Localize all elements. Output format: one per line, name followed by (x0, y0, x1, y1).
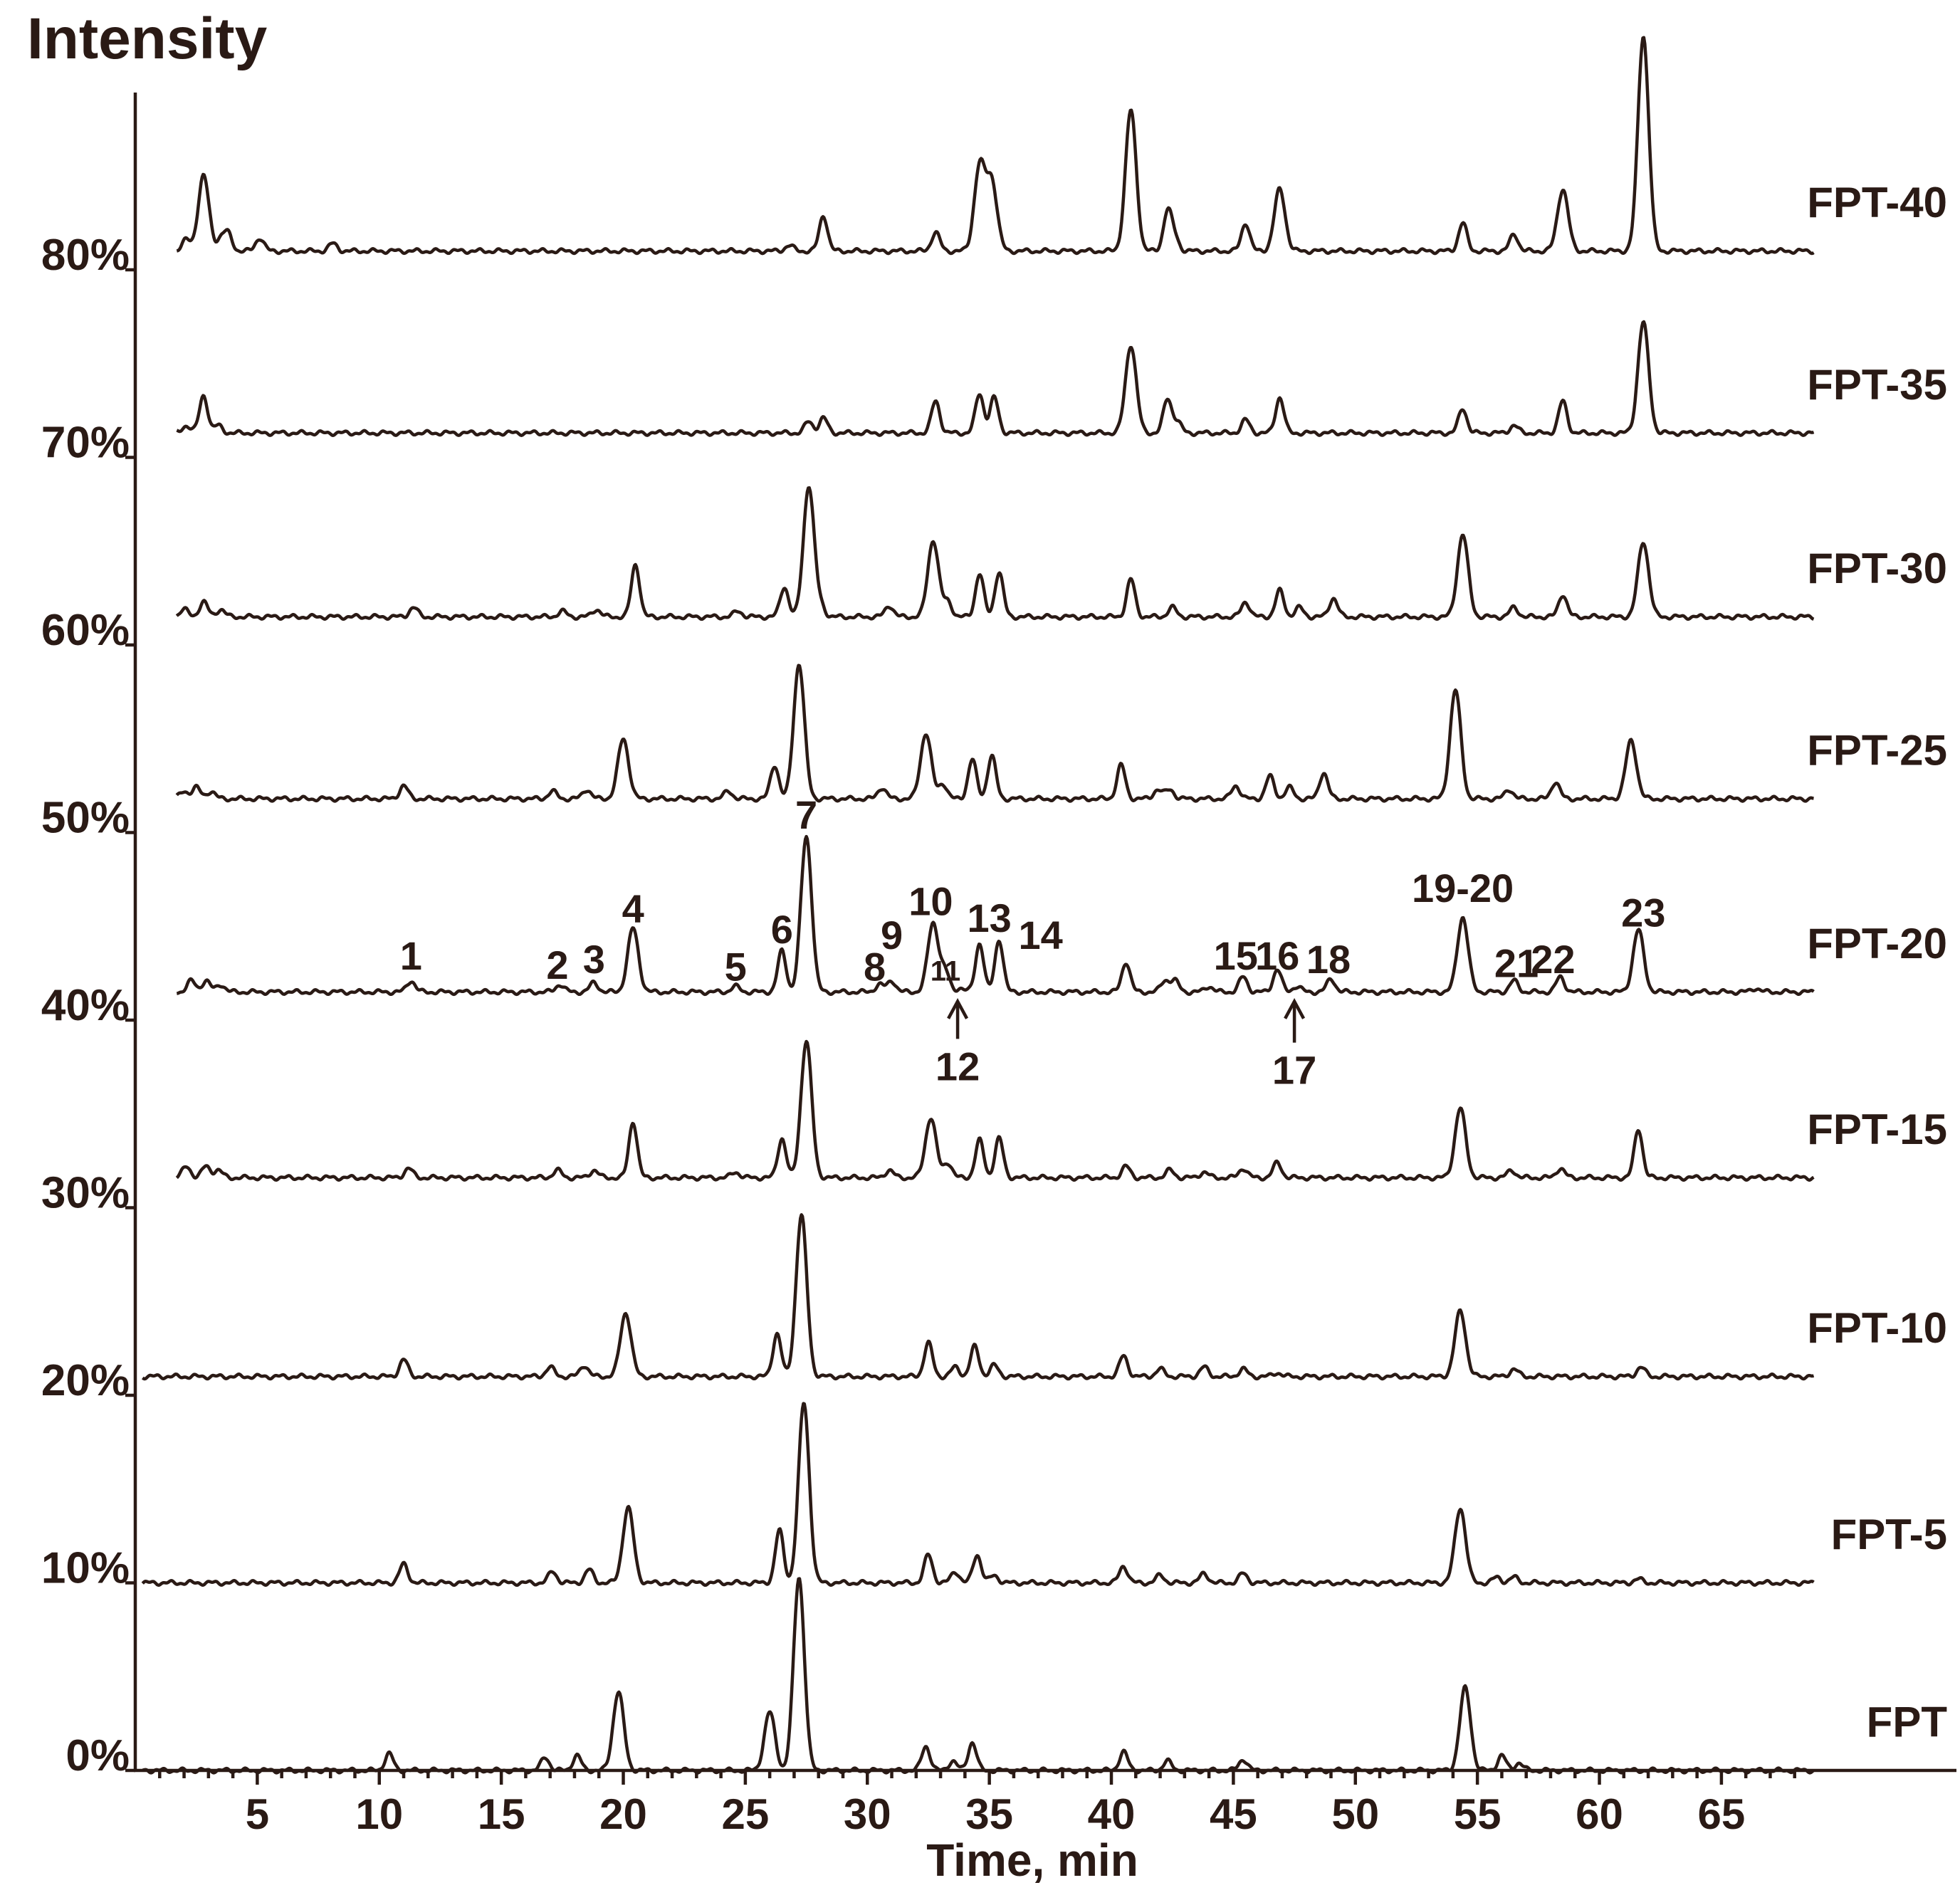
series-label: FPT-35 (1807, 361, 1947, 409)
peak-label: 8 (864, 945, 886, 990)
y-tick-label: 50% (41, 794, 130, 843)
peak-label: 1 (400, 933, 422, 978)
x-tick-label: 25 (722, 1790, 770, 1838)
peak-label: 13 (967, 896, 1011, 940)
peak-label: 14 (1018, 913, 1062, 957)
x-axis-label: Time, min (926, 1835, 1138, 1886)
peak-label: 11 (931, 956, 960, 987)
trace-fpt (142, 1577, 1815, 1775)
trace-fpt-35 (176, 320, 1815, 437)
y-tick-label: 30% (41, 1169, 130, 1218)
y-tick-label: 70% (41, 419, 130, 468)
series-labels: FPT FPT-5 FPT-10 FPT-15 FPT-20 FPT-25 FPT-30 FP… (1807, 179, 1947, 1746)
trace-fpt-30 (175, 486, 1815, 621)
peak-label: 7 (795, 792, 817, 837)
peak-label: 18 (1306, 937, 1351, 982)
trace-fpt-5 (141, 1402, 1815, 1587)
x-tick-label: 40 (1088, 1790, 1136, 1838)
peak-label: 3 (583, 937, 605, 982)
y-tick-label: 0% (65, 1731, 130, 1780)
x-tick-label: 30 (844, 1790, 891, 1838)
series-label: FPT-15 (1807, 1106, 1947, 1153)
peak-label: 15 (1214, 933, 1258, 978)
trace-fpt-10 (141, 1213, 1815, 1381)
x-tick-label: 45 (1210, 1790, 1257, 1838)
y-tick-label: 60% (41, 606, 130, 655)
peak-label: 19-20 (1412, 866, 1514, 910)
x-tick-label: 5 (246, 1790, 269, 1838)
y-tick-label: 40% (41, 981, 130, 1030)
series-label: FPT-5 (1831, 1511, 1947, 1558)
trace-fpt-40 (176, 36, 1815, 256)
peak-label: 17 (1272, 1048, 1316, 1093)
peak-label: 5 (725, 945, 747, 990)
traces (141, 36, 1815, 1775)
peak-label: 16 (1255, 933, 1299, 978)
trace-fpt-15 (175, 1039, 1815, 1182)
peak-label: 21 (1494, 940, 1539, 985)
annotation-arrowhead (1284, 998, 1306, 1019)
x-tick-label: 35 (965, 1790, 1013, 1838)
trace-fpt-25 (175, 663, 1815, 803)
peak-label: 2 (546, 943, 568, 987)
peak-label: 4 (622, 886, 644, 931)
peak-label: 9 (881, 913, 903, 957)
peak-label: 23 (1621, 890, 1665, 935)
x-tick-label: 65 (1698, 1790, 1746, 1838)
peak-label: 12 (936, 1044, 980, 1088)
y-tick-label: 20% (41, 1356, 130, 1405)
trace-fpt-20 (176, 834, 1815, 997)
x-tick-label: 10 (355, 1790, 403, 1838)
axes: 5 10 15 20 25 30 35 40 45 50 55 60 650%10%20%30%40%5… (41, 93, 1956, 1838)
x-tick-label: 50 (1331, 1790, 1379, 1838)
series-label: FPT-30 (1807, 545, 1947, 592)
series-label: FPT-10 (1807, 1304, 1947, 1352)
series-label: FPT (1867, 1699, 1947, 1746)
x-tick-label: 15 (478, 1790, 525, 1838)
series-label: FPT-20 (1807, 920, 1947, 967)
annotation-arrowhead (947, 998, 969, 1019)
x-tick-label: 20 (599, 1790, 647, 1838)
series-label: FPT-40 (1807, 179, 1947, 226)
x-tick-label: 55 (1454, 1790, 1502, 1838)
series-label: FPT-25 (1807, 727, 1947, 775)
peak-label: 10 (908, 878, 953, 923)
y-axis-label: Intensity (27, 6, 268, 71)
y-tick-label: 80% (41, 231, 130, 280)
x-tick-label: 60 (1576, 1790, 1623, 1838)
peak-label: 22 (1531, 937, 1575, 982)
peak-label: 6 (771, 907, 793, 952)
y-tick-label: 10% (41, 1544, 130, 1593)
